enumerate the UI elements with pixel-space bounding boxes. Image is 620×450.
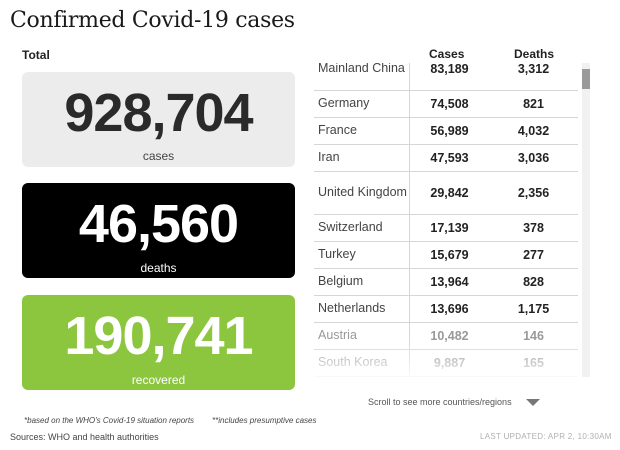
table-scrollbar-thumb[interactable] xyxy=(582,69,590,89)
table-cell-deaths: 2,356 xyxy=(517,186,550,200)
table-row: Netherlands 13,696 1,175 xyxy=(314,296,578,323)
table-cell-country: South Korea xyxy=(318,355,388,370)
sources-note: Sources: WHO and health authorities xyxy=(10,432,159,442)
table-cell-cases: 29,842 xyxy=(409,172,489,214)
total-label: Total xyxy=(22,48,50,62)
country-table[interactable]: Mainland China 83,189 3,312 Germany 74,508 82… xyxy=(314,63,578,377)
total-recovered-label: recovered xyxy=(131,373,186,387)
chevron-down-icon[interactable] xyxy=(526,399,540,406)
table-cell-country: United Kingdom xyxy=(318,185,407,200)
table-cell-cases: 13,964 xyxy=(409,269,489,295)
table-row: Turkey 15,679 277 xyxy=(314,242,578,269)
total-recovered-card: 190,741 recovered xyxy=(22,295,295,390)
total-cases-label: cases xyxy=(142,149,175,163)
table-cell-country: Mainland China xyxy=(318,63,405,76)
table-cell-deaths: 821 xyxy=(523,97,544,111)
table-row: South Korea 9,887 165 xyxy=(314,350,578,377)
table-row: Mainland China 83,189 3,312 xyxy=(314,63,578,91)
table-cell-country: Belgium xyxy=(318,274,364,289)
table-cell-deaths: 828 xyxy=(523,275,544,289)
table-cell-country: Germany xyxy=(318,96,370,111)
table-cell-cases: 74,508 xyxy=(409,91,489,117)
column-header-deaths: Deaths xyxy=(514,47,555,61)
table-row: France 56,989 4,032 xyxy=(314,118,578,145)
table-cell-country: Netherlands xyxy=(318,301,386,316)
table-cell-country: Austria xyxy=(318,328,357,343)
table-cell-cases: 15,679 xyxy=(409,242,489,268)
table-cell-cases: 10,482 xyxy=(409,323,489,349)
table-cell-cases: 83,189 xyxy=(409,63,489,90)
table-scrollbar[interactable] xyxy=(582,63,590,377)
table-cell-deaths: 277 xyxy=(523,248,544,262)
table-cell-deaths: 378 xyxy=(523,221,544,235)
table-row: Belgium 13,964 828 xyxy=(314,269,578,296)
table-cell-cases: 17,139 xyxy=(409,215,489,241)
total-deaths-value: 46,560 xyxy=(78,194,239,254)
last-updated: LAST UPDATED: APR 2, 10:30AM xyxy=(480,432,612,441)
table-cell-deaths: 165 xyxy=(523,356,544,370)
table-cell-deaths: 3,036 xyxy=(517,151,550,165)
chart-title: Confirmed Covid-19 cases xyxy=(10,8,295,33)
table-cell-cases: 9,887 xyxy=(409,350,489,376)
table-cell-deaths: 3,312 xyxy=(517,63,550,76)
table-cell-deaths: 1,175 xyxy=(517,302,550,316)
table-cell-country: Turkey xyxy=(318,247,356,262)
table-cell-country: France xyxy=(318,123,357,138)
total-deaths-card: 46,560 deaths xyxy=(22,183,295,278)
table-cell-deaths: 4,032 xyxy=(517,124,550,138)
country-table-body: Mainland China 83,189 3,312 Germany 74,508 82… xyxy=(314,63,578,377)
total-recovered-value: 190,741 xyxy=(64,306,253,366)
table-cell-cases: 56,989 xyxy=(409,118,489,144)
table-cell-cases: 13,696 xyxy=(409,296,489,322)
total-cases-value: 928,704 xyxy=(64,83,253,143)
table-row: Austria 10,482 146 xyxy=(314,323,578,350)
footnote-presumptive: **includes presumptive cases xyxy=(212,416,317,425)
table-cell-country: Switzerland xyxy=(318,220,383,235)
total-cases-card: 928,704 cases xyxy=(22,72,295,167)
table-row: Switzerland 17,139 378 xyxy=(314,215,578,242)
total-deaths-label: deaths xyxy=(140,261,177,275)
table-row: United Kingdom 29,842 2,356 xyxy=(314,172,578,215)
column-header-cases: Cases xyxy=(429,47,465,61)
table-row: Iran 47,593 3,036 xyxy=(314,145,578,172)
table-row: Germany 74,508 821 xyxy=(314,91,578,118)
table-cell-deaths: 146 xyxy=(523,329,544,343)
footnote-who: *based on the WHO's Covid-19 situation r… xyxy=(24,416,195,425)
scroll-hint: Scroll to see more countries/regions xyxy=(368,397,512,407)
table-cell-cases: 47,593 xyxy=(409,145,489,171)
table-cell-country: Iran xyxy=(318,150,340,165)
